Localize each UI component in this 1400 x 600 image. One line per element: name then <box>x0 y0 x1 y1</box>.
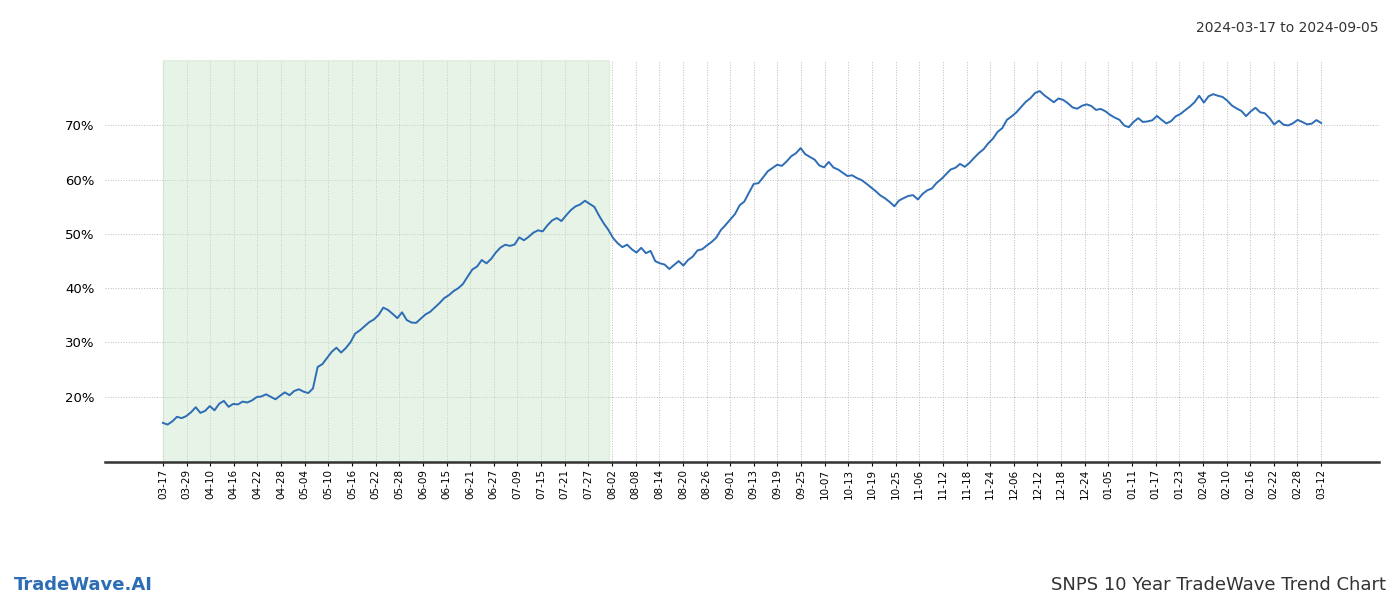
Text: SNPS 10 Year TradeWave Trend Chart: SNPS 10 Year TradeWave Trend Chart <box>1051 576 1386 594</box>
Text: 2024-03-17 to 2024-09-05: 2024-03-17 to 2024-09-05 <box>1197 21 1379 35</box>
Text: TradeWave.AI: TradeWave.AI <box>14 576 153 594</box>
Bar <box>162 60 609 462</box>
